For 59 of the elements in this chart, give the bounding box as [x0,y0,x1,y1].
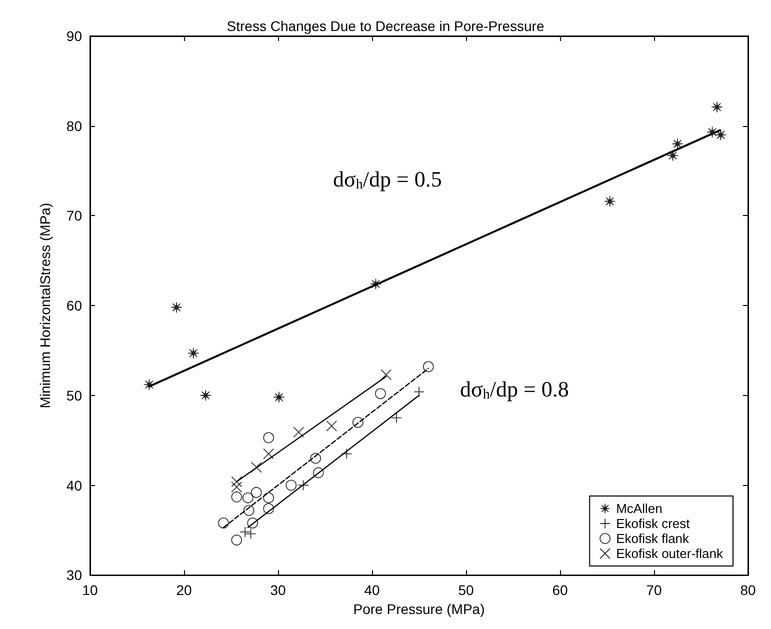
point [286,480,297,491]
x-axis-title: Pore Pressure (MPa) [353,601,485,617]
point [706,126,718,138]
point [326,420,338,432]
legend-label: Ekofisk crest [616,516,690,531]
x-tick-label: 60 [552,582,568,598]
point [667,150,679,162]
point [170,302,182,314]
point [312,467,324,478]
chart-title: Stress Changes Due to Decrease in Pore-Pressure [226,18,544,34]
point [370,278,382,290]
point [714,129,727,141]
point [231,534,242,546]
point [263,503,274,514]
point [263,432,274,444]
point [375,388,386,400]
point [341,448,352,460]
point [711,101,723,113]
y-tick-label: 90 [66,28,82,44]
x-tick-label: 70 [646,582,662,598]
point [245,528,256,540]
point [293,426,304,438]
point [231,476,242,488]
point [672,138,684,150]
point [422,361,434,372]
y-axis-title: Minimum HorizontalStress (MPa) [37,202,53,408]
y-tick-label: 30 [66,567,82,584]
legend-label: Ekofisk flank [616,531,690,546]
point [188,347,200,359]
y-tick-label: 50 [66,387,82,404]
point [263,492,274,504]
point [273,391,285,403]
point [250,486,262,498]
x-tick-label: 80 [740,582,756,598]
y-tick-label: 70 [66,208,82,224]
y-tick-label: 60 [66,298,82,314]
y-tick-label: 40 [66,477,82,494]
point [298,480,309,491]
point [231,482,242,492]
point [263,448,274,460]
point [352,416,364,428]
point [243,504,254,516]
point [604,196,616,208]
x-tick-label: 50 [458,582,474,598]
legend-label: Ekofisk outer-flank [616,546,724,561]
point [218,518,229,528]
x-tick-label: 20 [176,582,192,598]
point [242,492,254,504]
x-tick-label: 10 [82,582,98,598]
point [231,491,242,502]
x-tick-label: 40 [364,582,380,598]
x-tick-label: 30 [270,582,286,598]
point [200,390,212,402]
point [247,518,258,528]
y-tick-label: 80 [66,118,82,134]
point [310,452,322,464]
point [380,369,392,380]
legend-label: McAllen [616,501,662,516]
point [250,462,262,473]
